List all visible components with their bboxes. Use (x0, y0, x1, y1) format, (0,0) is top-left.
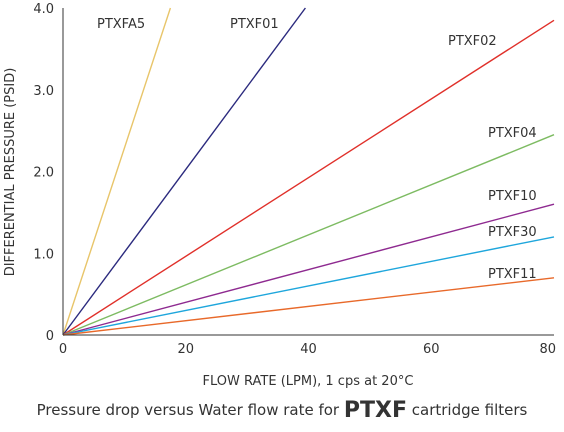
x-tick-label: 80 (539, 342, 556, 357)
series-label-ptxf30: PTXF30 (488, 225, 537, 240)
y-tick-label: 2.0 (33, 166, 54, 181)
series-label-ptxf01: PTXF01 (230, 17, 279, 32)
series-labels: PTXFA5 PTXF01 PTXF02 PTXF04 PTXF10 PTXF30 PTXF… (97, 17, 537, 282)
caption-suffix: cartridge filters (407, 401, 528, 419)
x-axis-label: FLOW RATE (LPM), 1 cps at 20°C (203, 374, 414, 389)
caption-prefix: Pressure drop versus Water flow rate for (36, 401, 344, 419)
y-tick-label: 3.0 (33, 84, 54, 99)
series-label-ptxfa5: PTXFA5 (97, 17, 145, 32)
series-label-ptxf04: PTXF04 (488, 126, 537, 141)
y-tick-label: 0 (46, 329, 54, 344)
series-line-ptxf30 (62, 236, 555, 336)
series-line-ptxfa5 (62, 7, 172, 336)
series-line-ptxf11 (62, 277, 555, 336)
x-tick-label: 20 (177, 342, 194, 357)
series-label-ptxf10: PTXF10 (488, 189, 537, 204)
x-tick-labels: 0 20 40 60 80 (59, 342, 556, 357)
x-tick-label: 60 (423, 342, 440, 357)
x-tick-label: 40 (300, 342, 317, 357)
x-tick-label: 0 (59, 342, 67, 357)
y-tick-label: 1.0 (33, 247, 54, 262)
series-line-ptxf01 (62, 7, 306, 336)
chart-caption: Pressure drop versus Water flow rate for… (0, 398, 564, 423)
series-label-ptxf11: PTXF11 (488, 267, 537, 282)
series-line-ptxf04 (62, 134, 555, 336)
axes (62, 8, 554, 336)
y-axis-label: DIFFERENTIAL PRESSURE (PSID) (3, 68, 18, 277)
series-label-ptxf02: PTXF02 (448, 34, 497, 49)
series-lines (62, 7, 555, 336)
series-line-ptxf02 (62, 19, 555, 336)
series-line-ptxf10 (62, 203, 555, 336)
caption-product-name: PTXF (343, 398, 407, 423)
y-tick-labels: 0 1.0 2.0 3.0 4.0 (33, 2, 54, 344)
y-tick-label: 4.0 (33, 2, 54, 17)
